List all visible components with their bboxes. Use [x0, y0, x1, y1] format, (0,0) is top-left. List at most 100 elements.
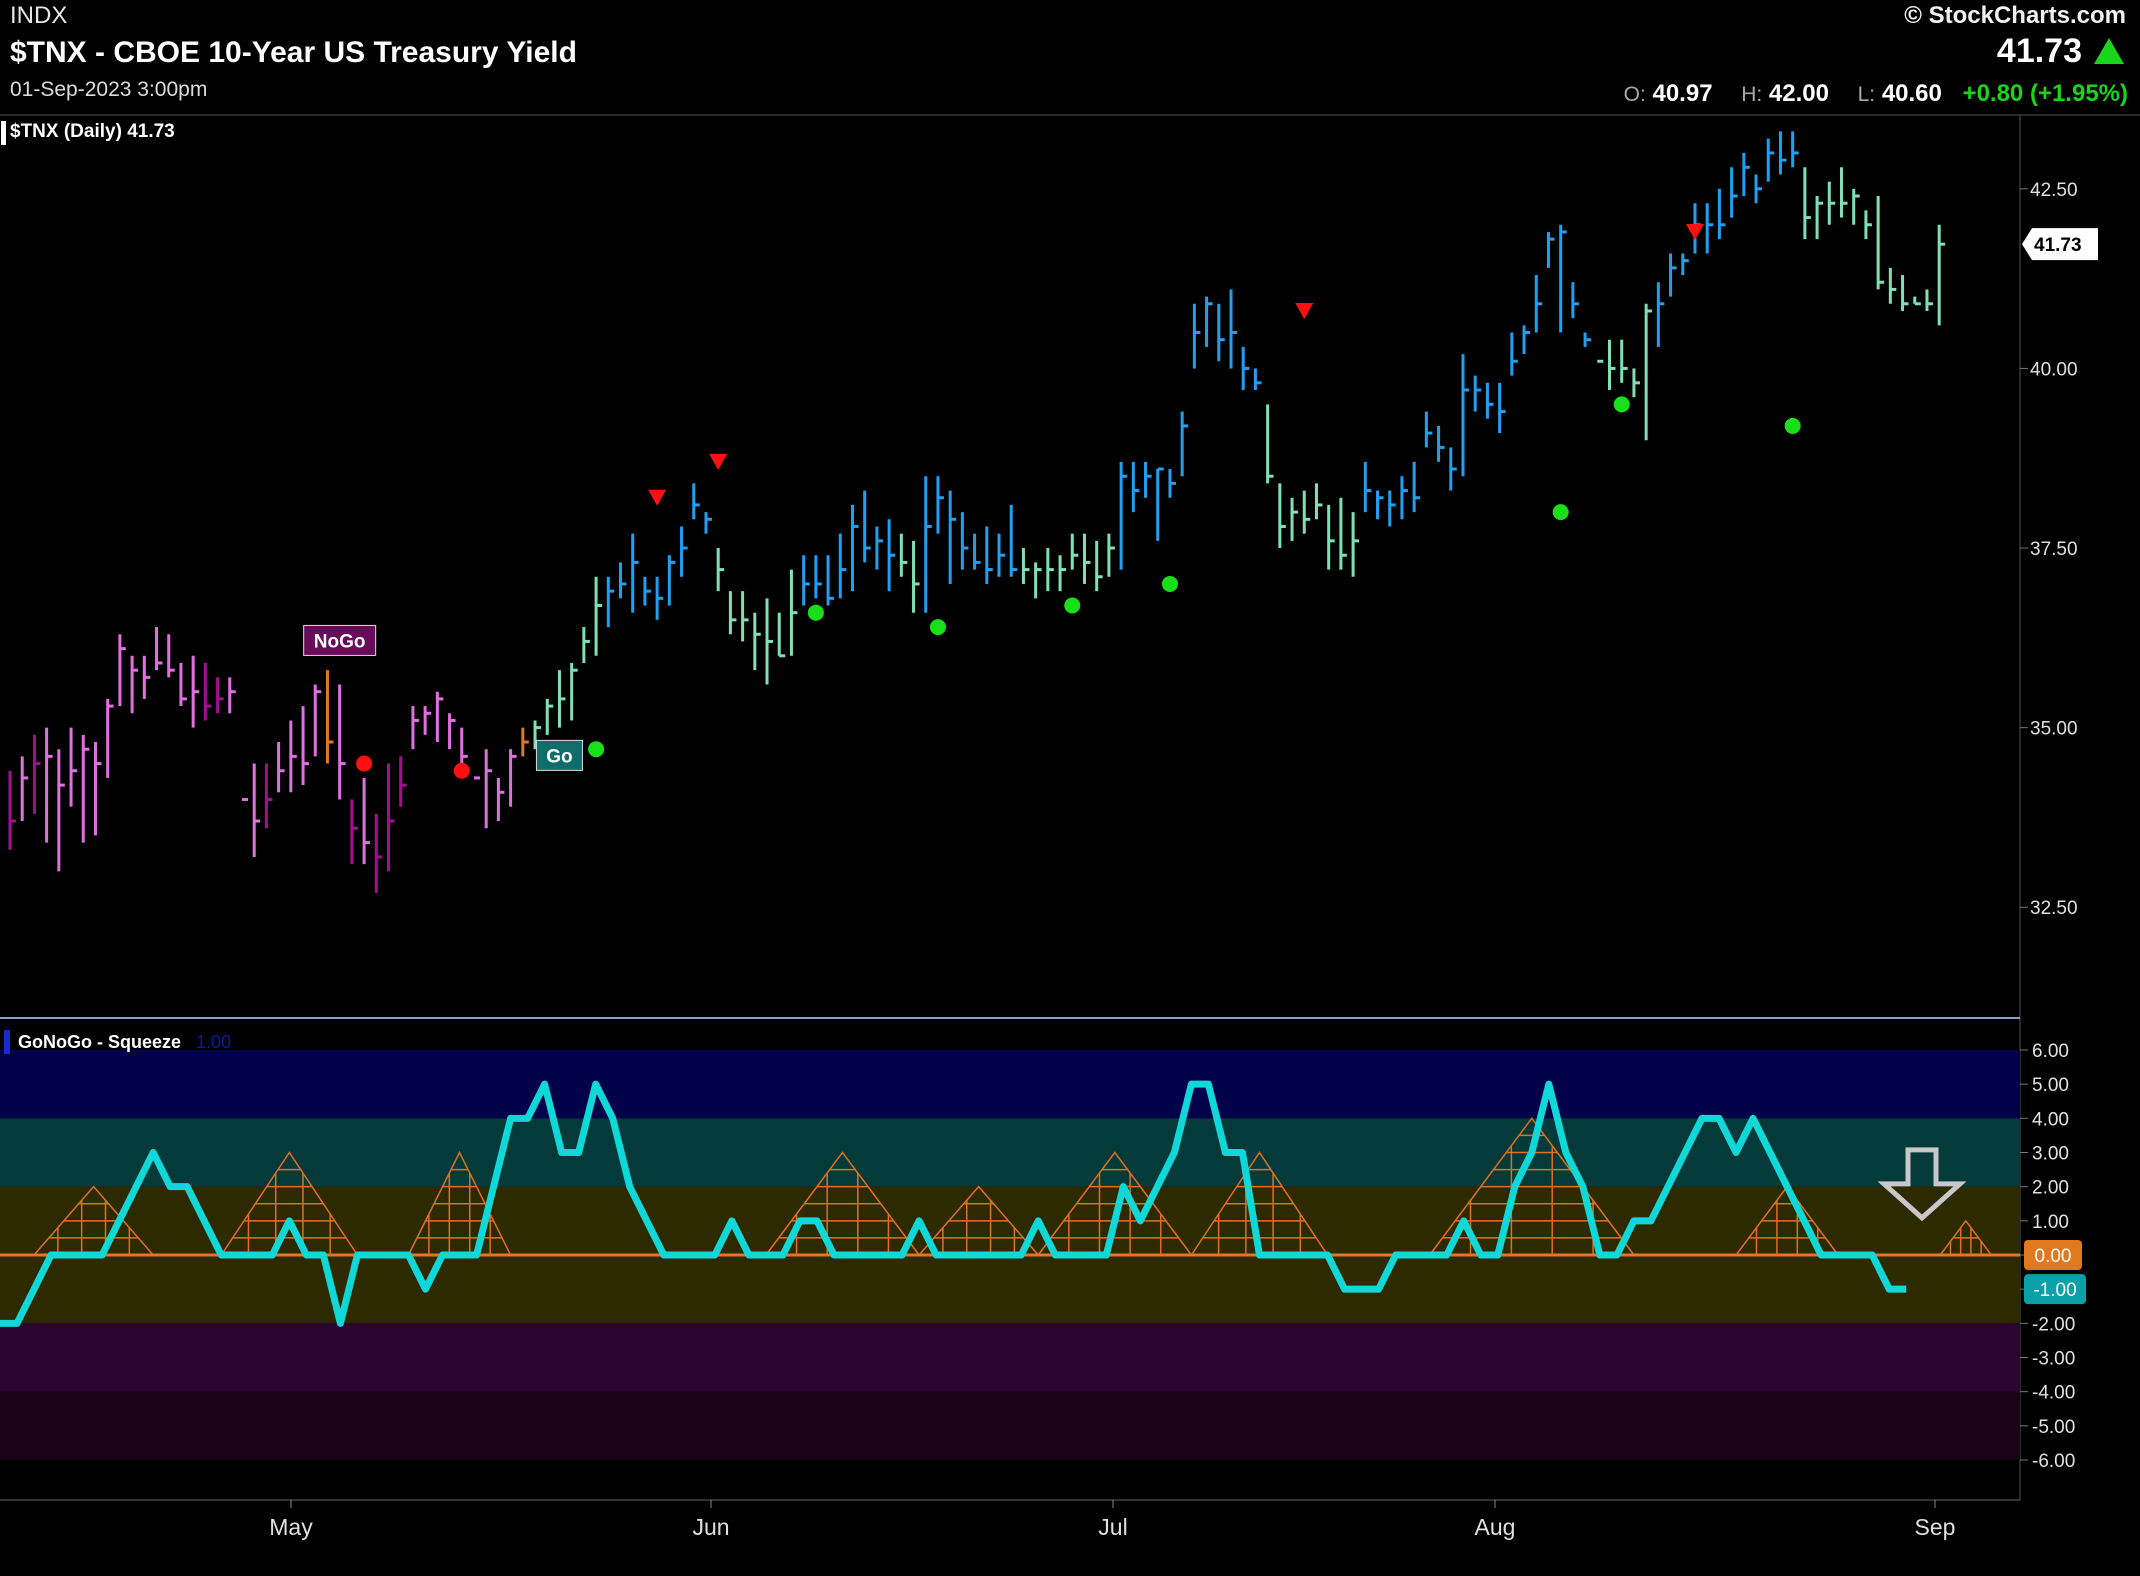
price-bar: [509, 749, 517, 807]
price-bar: [57, 749, 65, 872]
price-bar: [1840, 167, 1848, 218]
price-bar: [1571, 282, 1579, 319]
price-bar: [20, 756, 29, 822]
price-bar: [838, 533, 847, 599]
price-bar: [521, 727, 529, 757]
price-bar: [960, 512, 969, 570]
price-bar: [435, 691, 444, 743]
squeeze-oscillator-line: [0, 1080, 1907, 1327]
squeeze-outline: [1939, 1219, 1992, 1256]
price-bar: [1070, 533, 1079, 570]
chart-header: INDX $TNX - CBOE 10-Year US Treasury Yie…: [0, 0, 2140, 115]
price-bar: [716, 548, 725, 592]
oscillator-y-tick-label: 6.00: [2032, 1041, 2069, 1062]
price-bar: [643, 576, 651, 606]
price-bar: [93, 742, 102, 836]
price-bar: [557, 670, 566, 728]
change-value: +0.80 (+1.95%): [1962, 80, 2128, 107]
price-bar: [570, 662, 578, 721]
nogo-signal-dot: [356, 755, 373, 772]
price-bar: [863, 490, 871, 563]
oscillator-y-tick-label: 3.00: [2032, 1144, 2069, 1165]
price-bar: [350, 799, 358, 865]
price-bar: [973, 533, 981, 570]
price-bar: [631, 533, 639, 613]
oscillator-y-tick-label: 4.00: [2032, 1109, 2069, 1130]
price-bar: [1815, 196, 1824, 240]
down-arrow-icon: [1877, 1147, 1967, 1222]
price-bar: [1180, 411, 1189, 477]
price-bar: [216, 677, 224, 714]
price-y-tick-label: 37.50: [2030, 539, 2078, 560]
price-bar: [1852, 188, 1860, 225]
nogo-signal-dot: [453, 762, 470, 779]
last-oscillator-tag: [2024, 1274, 2086, 1305]
price-bar: [1803, 167, 1811, 240]
price-bar: [1644, 303, 1653, 441]
x-tick-label: May: [269, 1514, 313, 1540]
price-bar: [1278, 483, 1286, 549]
price-bar: [1827, 181, 1836, 225]
price-bar: [374, 813, 383, 893]
oscillator-y-tick-label: -6.00: [2032, 1451, 2075, 1472]
chart-title: $TNX - CBOE 10-Year US Treasury Yield: [10, 36, 577, 69]
price-bar: [399, 756, 407, 807]
oscillator-legend-value: 1.00: [196, 1032, 231, 1052]
price-bar: [1412, 461, 1421, 513]
price-bar: [387, 763, 395, 872]
go-signal-dot: [929, 619, 946, 636]
price-bar: [1705, 203, 1714, 254]
squeeze-outline: [220, 1151, 359, 1256]
price-bar: [619, 562, 627, 599]
price-bar: [1608, 339, 1616, 390]
go-signal-dot: [1552, 504, 1569, 521]
price-bar: [1351, 512, 1360, 577]
price-bar: [325, 670, 334, 764]
price-bar: [1363, 461, 1372, 513]
last-price: 41.73: [1996, 32, 2082, 70]
low-value: 40.60: [1881, 80, 1942, 107]
oscillator-y-tick-label: -5.00: [2032, 1417, 2075, 1438]
go-signal-dot: [1161, 575, 1178, 592]
squeeze-outline: [1037, 1151, 1193, 1256]
price-bar: [1400, 476, 1408, 520]
price-bar: [765, 598, 774, 685]
price-bar: [1119, 461, 1128, 570]
price-bar: [1046, 548, 1054, 592]
price-bar: [1791, 131, 1799, 168]
price-bar: [1864, 210, 1872, 240]
price-bar: [1021, 548, 1030, 584]
go-signal-dot: [1784, 417, 1801, 434]
price-y-tick-label: 35.00: [2030, 719, 2078, 740]
price-bar: [1229, 289, 1237, 369]
price-bar: [789, 569, 798, 656]
down-triangle-icon: [1295, 302, 1314, 319]
price-bar: [32, 734, 41, 814]
price-bar: [1388, 490, 1396, 527]
price-bar: [1266, 404, 1274, 484]
ohlc-readout: O: 40.97 H: 42.00 L: 40.60 +0.80 (+1.95%…: [1602, 80, 2128, 108]
oscillator-legend: GoNoGo - Squeeze: [18, 1032, 181, 1052]
price-bar: [1766, 138, 1775, 182]
price-bar: [1522, 325, 1531, 355]
price-bar: [875, 526, 883, 570]
price-bar: [1925, 289, 1933, 311]
price-bar: [1058, 555, 1067, 592]
brand-logo[interactable]: © StockCharts.com: [1904, 2, 2126, 29]
price-bar: [936, 476, 944, 534]
price-bar: [1302, 490, 1311, 534]
price-bar: [667, 555, 676, 606]
price-bar: [582, 627, 590, 663]
price-bar: [277, 742, 285, 793]
price-bar: [814, 555, 822, 599]
zero-value-tag: [2024, 1240, 2082, 1270]
exchange-label: INDX: [10, 2, 68, 29]
price-bar: [448, 713, 456, 750]
price-bar: [655, 576, 664, 620]
price-bar: [155, 627, 163, 671]
price-bar: [313, 684, 322, 757]
price-bar: [1717, 188, 1726, 240]
price-y-tick-label: 32.50: [2030, 898, 2078, 919]
go-label-box: [535, 739, 583, 771]
